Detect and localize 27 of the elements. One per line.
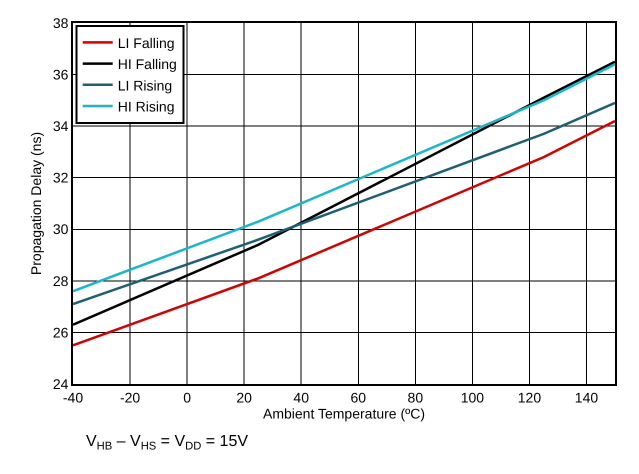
y-tick-label: 36 <box>52 66 69 82</box>
x-tick-label: -40 <box>62 390 84 406</box>
x-tick-label: 100 <box>460 390 484 406</box>
y-tick-label: 28 <box>52 272 69 289</box>
legend-label: HI Rising <box>118 98 175 114</box>
x-tick-label: 0 <box>183 390 192 406</box>
legend-label: LI Falling <box>118 34 175 51</box>
x-tick-label: 40 <box>293 390 310 406</box>
legend-label: HI Falling <box>118 56 177 72</box>
x-tick-label: 120 <box>518 390 542 406</box>
y-tick-label: 26 <box>52 324 69 340</box>
line-series <box>73 102 615 306</box>
x-tick-label: 80 <box>408 390 424 406</box>
y-tick-label: 24 <box>52 376 69 392</box>
y-tick-label: 30 <box>52 221 69 238</box>
text: V$_{HB}$ – V$_{HS}$ = V$_{DD}$ = 15V <box>86 433 248 452</box>
y-tick-label: 38 <box>52 14 69 31</box>
x-tick-label: 140 <box>574 390 598 406</box>
y-tick-label: 34 <box>52 118 69 134</box>
y-axis-title: Propagation Delay (ns) <box>28 132 44 276</box>
x-tick-label: 20 <box>236 390 252 406</box>
x-axis-title: Ambient Temperature (ºC) <box>262 406 426 422</box>
x-tick-label: -20 <box>120 390 140 406</box>
y-tick-label: 32 <box>52 170 69 186</box>
legend-label: LI Rising <box>118 77 172 94</box>
x-tick-label: 60 <box>350 390 366 406</box>
line-series <box>73 120 615 347</box>
